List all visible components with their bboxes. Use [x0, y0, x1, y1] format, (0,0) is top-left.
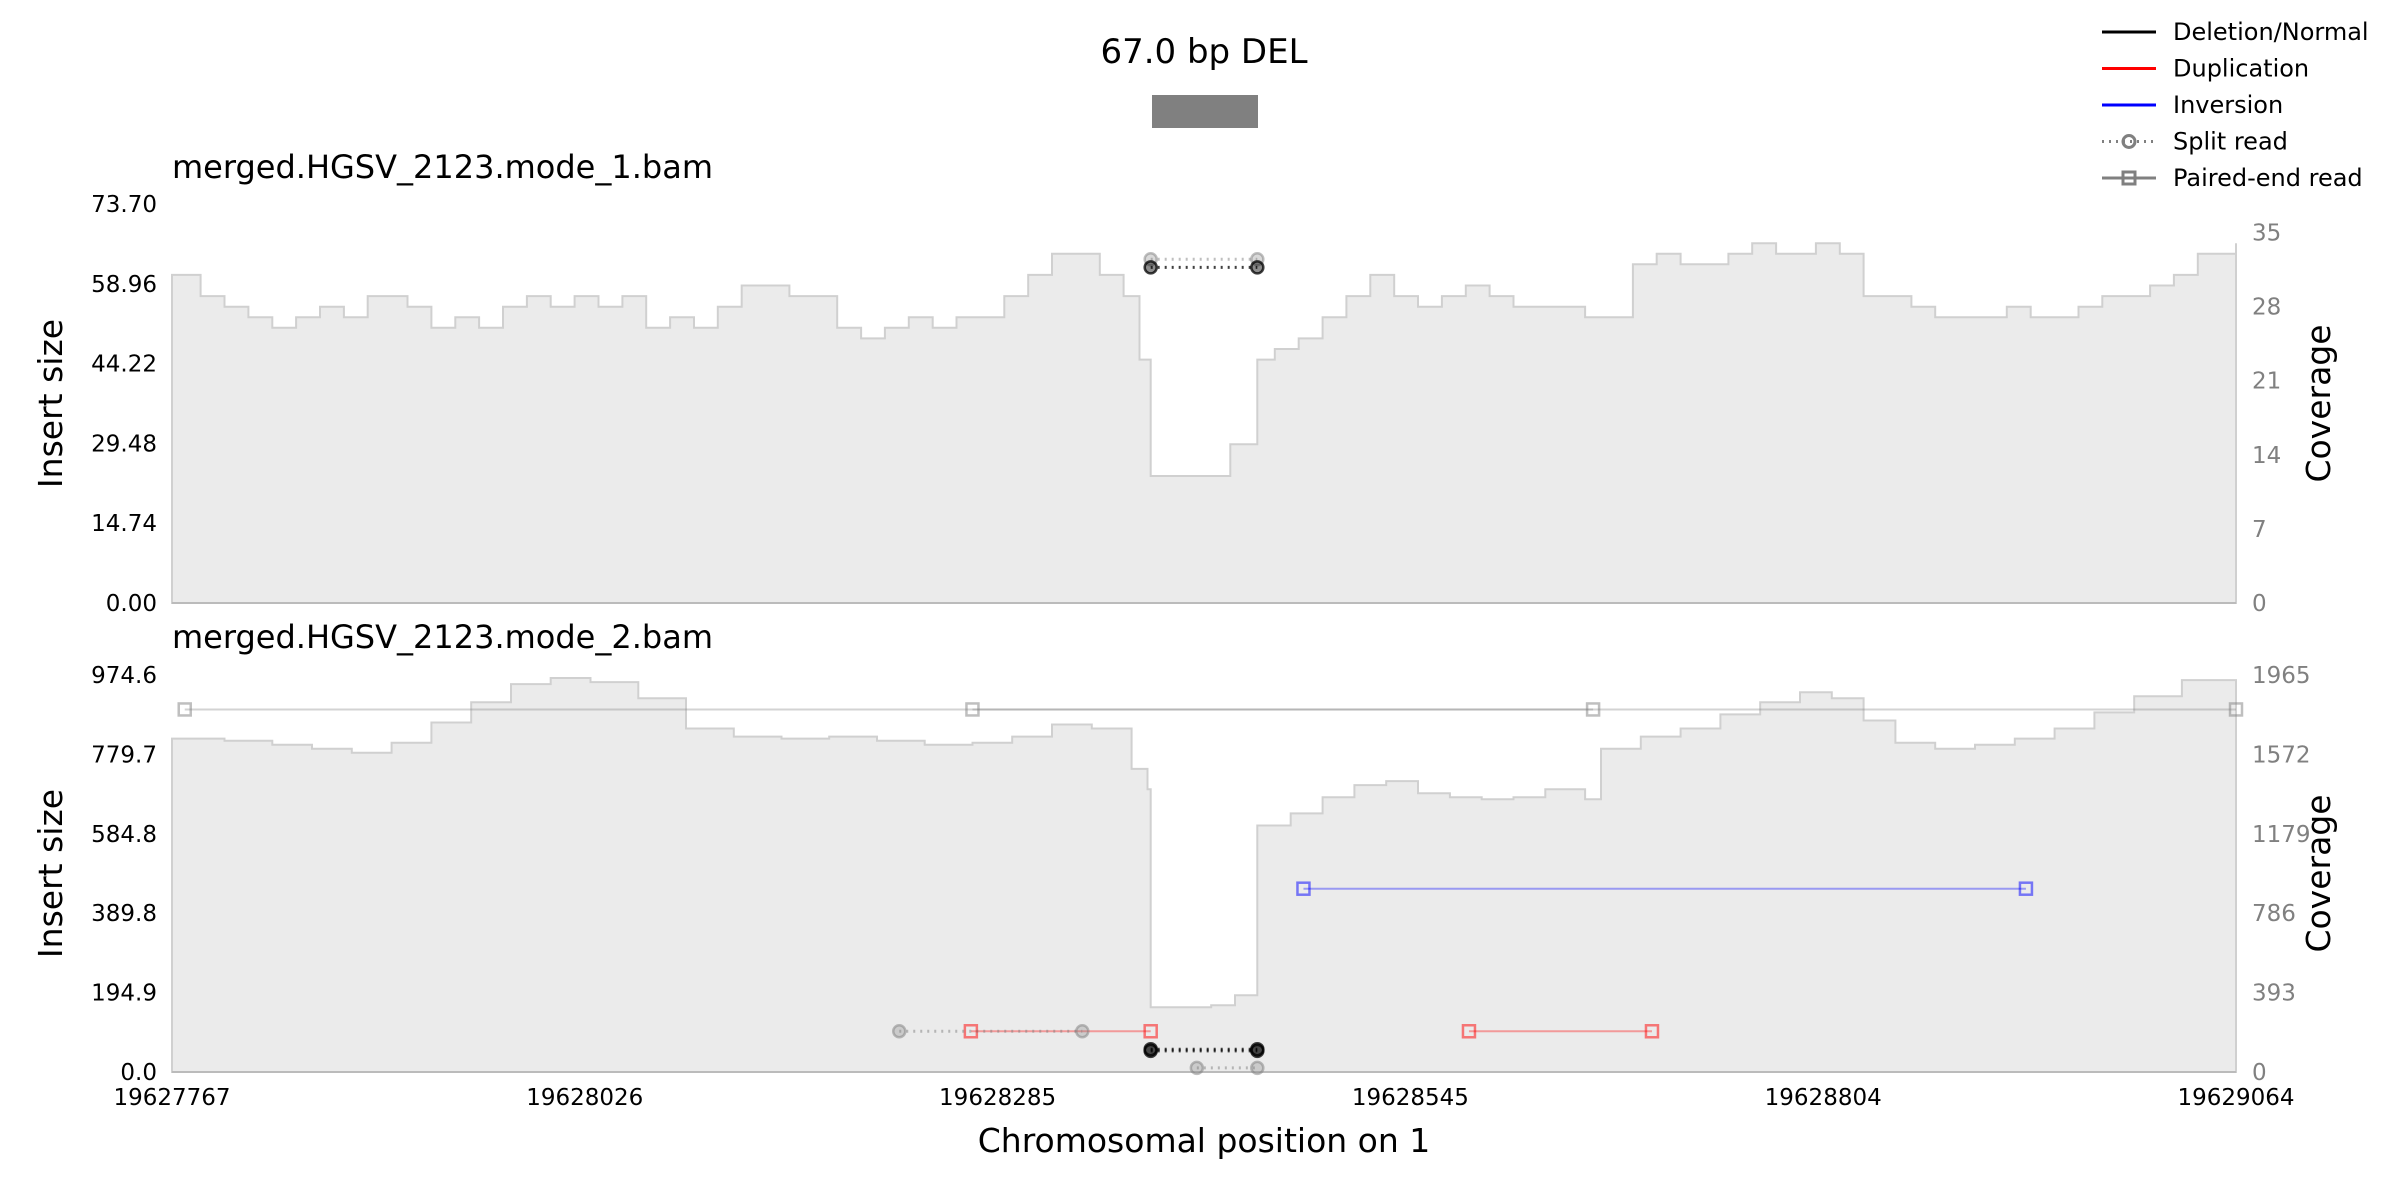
split-read-marker-1-1-0	[1143, 260, 1158, 275]
legend-marker-3	[2121, 134, 2137, 149]
paired-read-marker-2-3-1	[1143, 1024, 1158, 1039]
y-tick-1-3: 29.48	[91, 431, 157, 457]
y-tick-1-0: 73.70	[91, 192, 157, 218]
panel-1: merged.HGSV_2123.mode_1.bam 73.70 58.96 44.…	[31, 148, 2338, 617]
split-read-marker-2-3-1	[1250, 1060, 1265, 1076]
y2-axis-label-1: Coverage	[2299, 324, 2338, 482]
y2-tick-2-2: 1179	[2252, 822, 2311, 848]
y-tick-1-2: 44.22	[91, 352, 157, 378]
split-read-marker-2-2-0	[1143, 1043, 1158, 1059]
y2-tick-1-2: 21	[2252, 369, 2281, 395]
y2-tick-1-0: 35	[2252, 221, 2281, 247]
paired-read-marker-2-0-0	[177, 702, 192, 717]
x-tick-5: 19629064	[2177, 1085, 2294, 1111]
y2-tick-2-5: 0	[2252, 1060, 2267, 1086]
y2-tick-1-1: 28	[2252, 295, 2281, 321]
paired-read-marker-2-1-1	[1585, 702, 1601, 717]
y-tick-2-3: 389.8	[91, 901, 157, 927]
y2-tick-2-0: 1965	[2252, 663, 2311, 689]
x-axis-label: Chromosomal position on 1	[978, 1121, 1431, 1160]
x-tick-1: 19628026	[526, 1085, 643, 1111]
paired-read-marker-2-1-0	[965, 702, 980, 717]
y2-tick-1-5: 0	[2252, 591, 2267, 617]
x-tick-4: 19628804	[1765, 1085, 1882, 1111]
panel-2: merged.HGSV_2123.mode_2.bam 974.6 779.7 584…	[31, 618, 2338, 1086]
paired-read-marker-2-2-1	[2018, 881, 2034, 896]
split-read-marker-2-0-0	[892, 1024, 907, 1039]
variant-box	[1152, 95, 1258, 128]
x-tick-3: 19628545	[1352, 1085, 1469, 1111]
panel-title-2: merged.HGSV_2123.mode_2.bam	[172, 618, 713, 656]
y-tick-2-1: 779.7	[91, 742, 157, 768]
legend-label-3: Split read	[2173, 128, 2288, 156]
split-read-marker-1-1-1	[1250, 260, 1265, 275]
y2-tick-1-4: 7	[2252, 517, 2267, 543]
coverage-area-2	[171, 677, 2237, 1073]
paired-read-marker-2-4-0	[1461, 1024, 1477, 1039]
y-axis-label-1: Insert size	[31, 319, 70, 488]
legend-label-1: Duplication	[2173, 55, 2309, 83]
coverage-area-1	[171, 242, 2237, 604]
y-tick-2-5: 0.0	[120, 1060, 157, 1086]
paired-read-marker-2-2-0	[1296, 881, 1311, 896]
y-axis-label-2: Insert size	[31, 789, 70, 958]
panel-title-1: merged.HGSV_2123.mode_1.bam	[172, 148, 713, 186]
legend-label-4: Paired-end read	[2173, 164, 2363, 192]
x-tick-2: 19628285	[939, 1085, 1056, 1111]
legend-marker-4	[2121, 170, 2137, 186]
y-tick-1-5: 0.00	[106, 591, 157, 617]
y-tick-1-1: 58.96	[91, 272, 157, 298]
y-tick-2-0: 974.6	[91, 663, 157, 689]
split-read-marker-2-0-1	[1075, 1024, 1090, 1039]
y2-tick-2-3: 786	[2252, 901, 2296, 927]
x-ticks: 19627767 19628026 19628285 19628545 19628804…	[113, 1085, 2294, 1111]
legend: Deletion/Normal Duplication Inversion Split…	[2102, 18, 2369, 192]
y-tick-2-4: 194.9	[91, 981, 157, 1007]
x-tick-0: 19627767	[113, 1085, 230, 1111]
y2-axis-label-2: Coverage	[2299, 794, 2338, 952]
y-tick-2-2: 584.8	[91, 822, 157, 848]
y2-tick-1-3: 14	[2252, 443, 2281, 469]
paired-read-marker-2-0-1	[2228, 702, 2244, 717]
y-tick-1-4: 14.74	[91, 511, 157, 537]
y2-tick-2-1: 1572	[2252, 742, 2311, 768]
legend-label-0: Deletion/Normal	[2173, 18, 2369, 46]
panels: merged.HGSV_2123.mode_1.bam 73.70 58.96 44.…	[31, 148, 2338, 1111]
paired-read-marker-2-4-1	[1644, 1024, 1660, 1039]
variant-title: 67.0 bp DEL	[1100, 32, 1307, 72]
legend-label-2: Inversion	[2173, 91, 2283, 119]
y2-tick-2-4: 393	[2252, 981, 2296, 1007]
split-read-marker-2-3-0	[1189, 1060, 1205, 1076]
split-read-marker-2-2-1	[1250, 1043, 1265, 1059]
